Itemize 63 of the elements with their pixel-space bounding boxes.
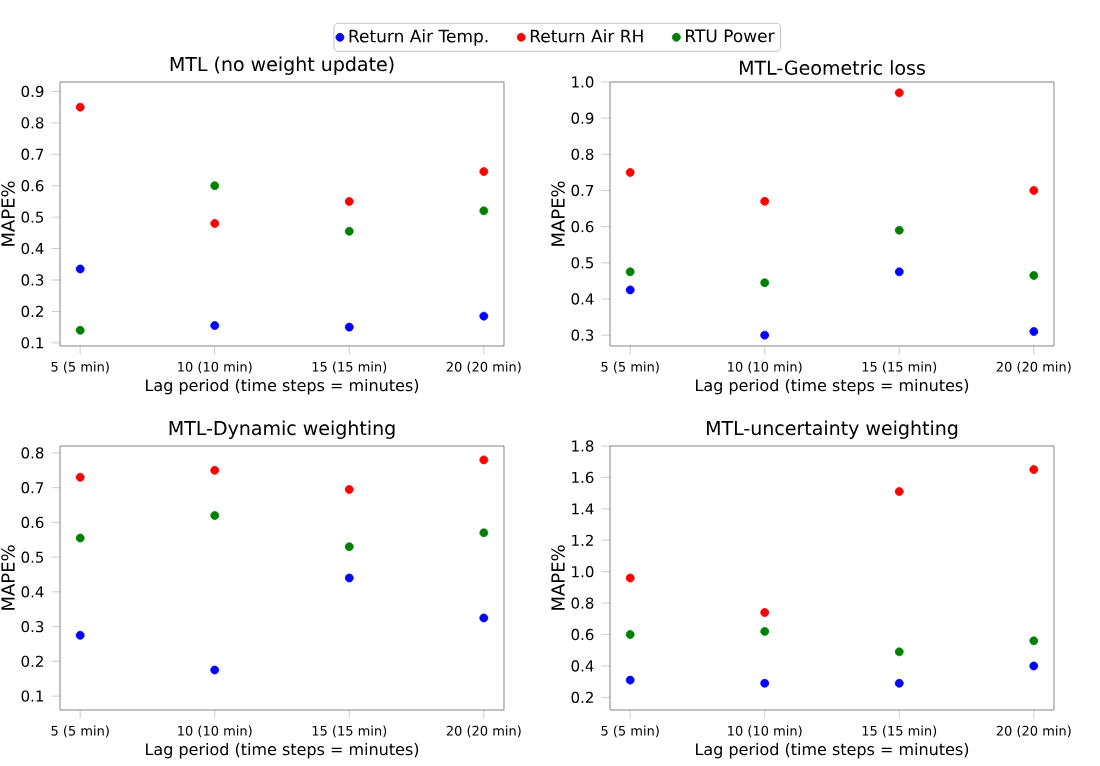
y-axis-title: MAPE% [551,545,565,610]
point [625,168,635,177]
point [344,226,354,236]
point [760,196,770,206]
point [75,264,85,274]
point [344,197,354,206]
point [894,88,904,98]
chart-title: MTL (no weight update) [170,56,394,75]
y-axis-title: MAPE% [551,181,565,246]
point [760,608,770,617]
point [344,485,354,494]
point [894,267,904,277]
point [894,647,904,657]
x-axis-title: Lag period (time steps = minutes) [696,378,969,395]
chart-title: MTL-Dynamic weighting [169,420,395,439]
point [75,325,85,335]
chart-title: MTL-uncertainty weighting [706,420,958,439]
point [210,511,220,520]
point [1029,465,1039,474]
point [210,181,220,191]
point [479,613,489,623]
point [625,675,635,685]
point [760,330,770,340]
point [479,311,489,321]
point [894,225,904,235]
point [1029,661,1039,671]
legend-label: Return Air Temp. [349,29,488,46]
point [75,630,85,640]
point [479,167,489,176]
x-axis-title: Lag period (time steps = minutes) [146,742,419,759]
point [75,472,85,482]
point [625,285,635,295]
point [75,102,85,112]
point [1029,327,1039,336]
x-axis-title: Lag period (time steps = minutes) [146,378,419,395]
point [894,487,904,496]
point [760,278,770,288]
y-axis-title: MAPE% [1,181,15,246]
point [210,665,220,675]
legend-label: Return Air RH [530,29,643,43]
point [625,267,635,277]
point [894,678,904,688]
point [479,455,489,465]
point [1029,636,1039,646]
point [625,630,635,639]
point [1029,271,1039,280]
y-axis-title: MAPE% [1,545,15,610]
point [344,573,354,583]
point [1029,186,1039,195]
point [210,219,220,228]
point [75,533,85,543]
point [344,322,354,332]
chart-title: MTL-Geometric loss [739,60,925,75]
x-axis-title: Lag period (time steps = minutes) [696,742,969,759]
point [210,321,220,330]
point [479,528,489,538]
point [760,678,770,688]
point [344,542,354,552]
point [760,627,770,636]
point [479,206,489,216]
legend-label: RTU Power [686,29,775,43]
point [625,573,635,583]
point [210,465,220,475]
